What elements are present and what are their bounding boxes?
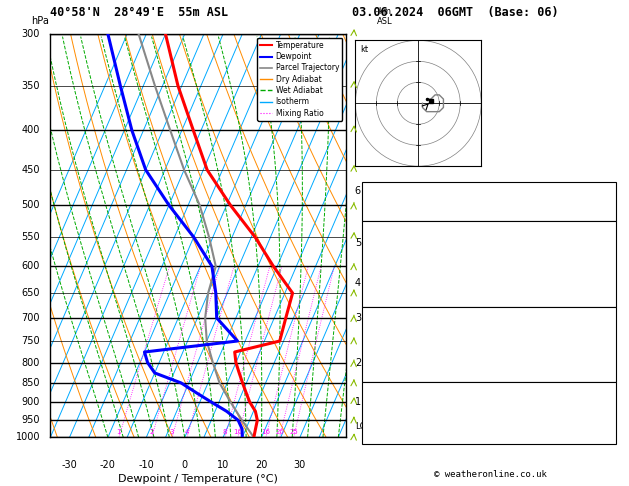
Text: StmSpd (kt): StmSpd (kt) — [365, 432, 429, 441]
Text: 600: 600 — [21, 261, 40, 271]
Text: 4: 4 — [185, 430, 189, 435]
Text: 10: 10 — [217, 460, 229, 469]
Text: K: K — [365, 185, 371, 194]
Text: Most Unstable: Most Unstable — [452, 310, 526, 319]
Text: 321: 321 — [597, 334, 614, 343]
Text: Lifted Index: Lifted Index — [365, 271, 435, 280]
Text: Hodograph: Hodograph — [463, 384, 515, 394]
Text: 03.06.2024  06GMT  (Base: 06): 03.06.2024 06GMT (Base: 06) — [352, 6, 559, 19]
Text: 450: 450 — [21, 165, 40, 175]
Text: 1: 1 — [117, 430, 121, 435]
Text: 34: 34 — [603, 197, 614, 206]
Text: 8: 8 — [223, 430, 227, 435]
Text: -10: -10 — [138, 460, 154, 469]
Text: 1000: 1000 — [16, 433, 40, 442]
Text: 650: 650 — [21, 288, 40, 298]
Text: 6: 6 — [608, 346, 614, 355]
Text: θₑ (K): θₑ (K) — [365, 334, 400, 343]
Text: 300: 300 — [21, 29, 40, 39]
Text: 16: 16 — [262, 430, 270, 435]
Text: 0: 0 — [182, 460, 188, 469]
Text: hPa: hPa — [31, 16, 49, 26]
Text: 6: 6 — [608, 271, 614, 280]
Text: 10: 10 — [233, 430, 242, 435]
Text: 700: 700 — [21, 313, 40, 323]
Text: 400: 400 — [21, 125, 40, 136]
Text: km
ASL: km ASL — [377, 6, 392, 26]
Text: 3: 3 — [608, 432, 614, 441]
Text: θₑ(K): θₑ(K) — [365, 260, 394, 269]
Text: LCL: LCL — [355, 422, 370, 431]
Text: 0: 0 — [608, 283, 614, 293]
Text: 8: 8 — [355, 90, 361, 100]
Text: CAPE (J): CAPE (J) — [365, 358, 411, 367]
Text: StmDir: StmDir — [365, 420, 400, 429]
Text: 5: 5 — [355, 238, 361, 248]
Text: CAPE (J): CAPE (J) — [365, 283, 411, 293]
Text: PW (cm): PW (cm) — [365, 209, 406, 218]
Text: 18: 18 — [603, 236, 614, 245]
Text: 6: 6 — [355, 187, 361, 196]
Text: Surface: Surface — [469, 224, 509, 233]
Text: 0: 0 — [608, 358, 614, 367]
Text: 750: 750 — [21, 336, 40, 346]
Text: 9: 9 — [608, 185, 614, 194]
Text: 1.54: 1.54 — [591, 209, 614, 218]
Text: 2: 2 — [150, 430, 154, 435]
Text: 950: 950 — [21, 415, 40, 425]
Text: -20: -20 — [100, 460, 116, 469]
Text: 30: 30 — [294, 460, 306, 469]
Text: -30: -30 — [62, 460, 77, 469]
Text: 3: 3 — [355, 313, 361, 323]
Text: 20: 20 — [275, 430, 284, 435]
Text: 20: 20 — [255, 460, 268, 469]
Text: 3: 3 — [170, 430, 174, 435]
Text: Lifted Index: Lifted Index — [365, 346, 435, 355]
Text: 900: 900 — [21, 397, 40, 407]
Text: 2: 2 — [355, 358, 361, 367]
Text: 13°: 13° — [597, 420, 614, 429]
Text: 0: 0 — [608, 369, 614, 379]
Text: Mixing Ratio (g/kg): Mixing Ratio (g/kg) — [376, 196, 384, 276]
Text: Dewp (°C): Dewp (°C) — [365, 247, 417, 257]
Text: 0: 0 — [608, 295, 614, 304]
Text: 14: 14 — [603, 396, 614, 405]
Text: 4: 4 — [355, 278, 361, 288]
Text: CIN (J): CIN (J) — [365, 369, 406, 379]
Text: Temp (°C): Temp (°C) — [365, 236, 417, 245]
Text: Totals Totals: Totals Totals — [365, 197, 440, 206]
Text: EH: EH — [365, 396, 377, 405]
Text: © weatheronline.co.uk: © weatheronline.co.uk — [434, 469, 547, 479]
Text: 750: 750 — [597, 322, 614, 331]
Legend: Temperature, Dewpoint, Parcel Trajectory, Dry Adiabat, Wet Adiabat, Isotherm, Mi: Temperature, Dewpoint, Parcel Trajectory… — [257, 38, 342, 121]
Text: 1: 1 — [355, 397, 361, 407]
Text: 40°58'N  28°49'E  55m ASL: 40°58'N 28°49'E 55m ASL — [50, 6, 228, 19]
Text: Dewpoint / Temperature (°C): Dewpoint / Temperature (°C) — [118, 474, 278, 484]
Text: SREH: SREH — [365, 408, 389, 417]
Text: Pressure (mb): Pressure (mb) — [365, 322, 440, 331]
Text: CIN (J): CIN (J) — [365, 295, 406, 304]
Text: 17: 17 — [603, 408, 614, 417]
Text: 7: 7 — [355, 134, 361, 144]
Text: 15: 15 — [603, 247, 614, 257]
Text: 850: 850 — [21, 378, 40, 388]
Text: kt: kt — [360, 45, 369, 54]
Text: 350: 350 — [21, 81, 40, 91]
Text: 25: 25 — [289, 430, 298, 435]
Text: 500: 500 — [21, 200, 40, 210]
Text: 550: 550 — [21, 232, 40, 242]
Text: 800: 800 — [21, 358, 40, 367]
Text: 320: 320 — [597, 260, 614, 269]
